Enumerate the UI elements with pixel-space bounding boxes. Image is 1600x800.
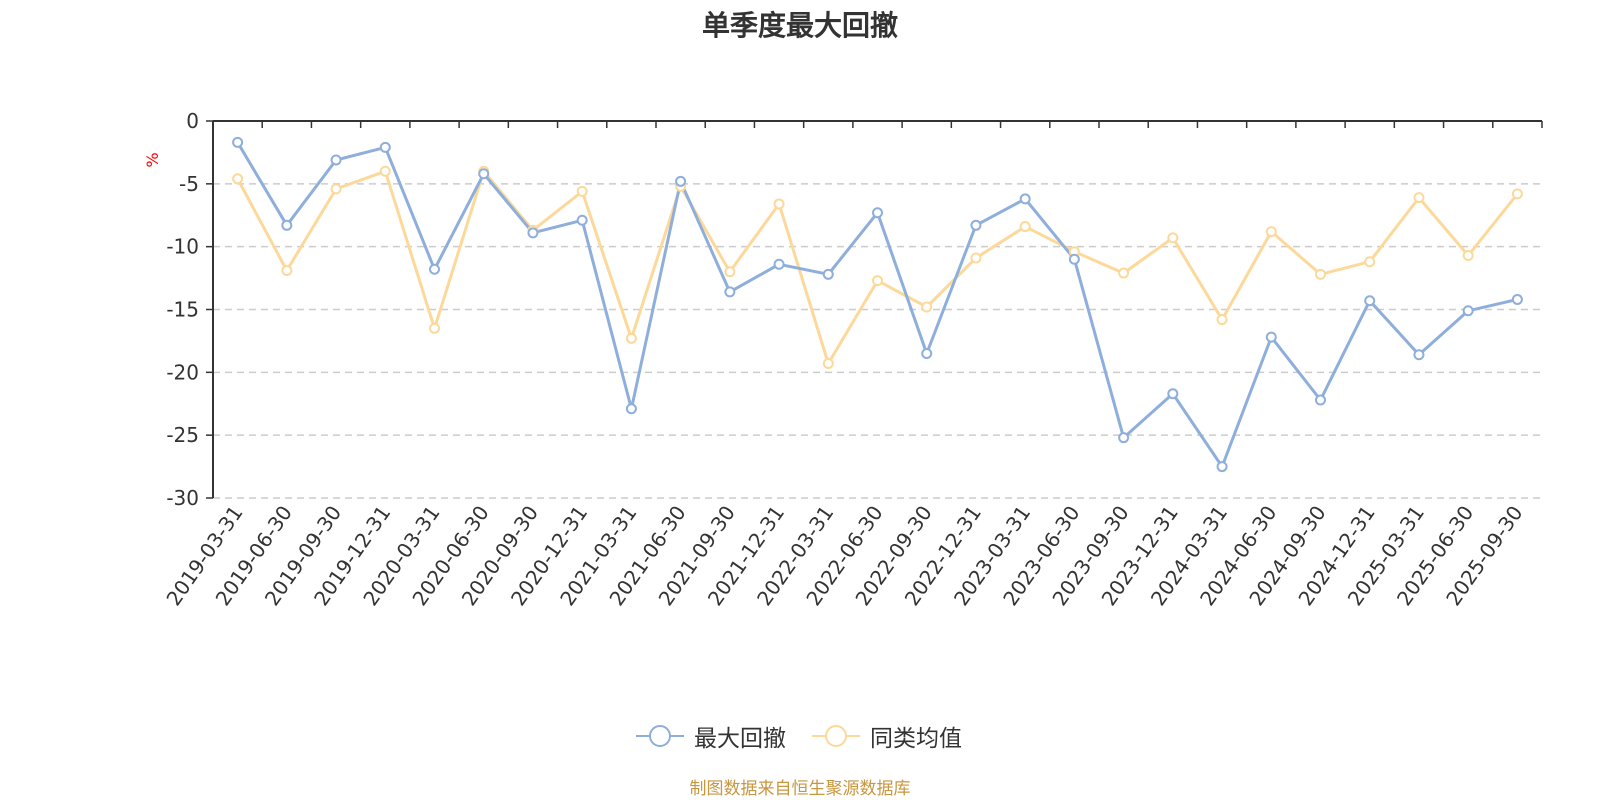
data-point-series-2 xyxy=(822,358,834,370)
y-tick-label: -25 xyxy=(166,423,199,447)
legend-item-series-2[interactable]: 同类均值 xyxy=(812,720,962,752)
y-tick-label: -20 xyxy=(166,360,199,384)
data-point-series-2 xyxy=(1019,221,1031,233)
data-point-series-1 xyxy=(1068,253,1080,265)
data-point-series-1 xyxy=(478,168,490,180)
data-point-series-1 xyxy=(822,268,834,280)
data-point-series-1 xyxy=(1118,432,1130,444)
data-point-series-2 xyxy=(1265,226,1277,238)
data-point-series-2 xyxy=(625,332,637,344)
gridlines xyxy=(213,183,1542,499)
data-point-series-1 xyxy=(1216,461,1228,473)
data-point-series-1 xyxy=(232,136,244,148)
series-line-1 xyxy=(236,141,1518,469)
data-point-series-2 xyxy=(1167,232,1179,244)
legend-series-2-icon xyxy=(812,725,860,747)
data-point-series-2 xyxy=(872,275,883,287)
y-tick-label: -10 xyxy=(166,235,199,259)
data-point-series-1 xyxy=(921,347,933,359)
data-point-series-2 xyxy=(1462,249,1474,261)
data-point-series-1 xyxy=(527,227,539,239)
data-point-series-2 xyxy=(330,183,342,195)
data-point-series-1 xyxy=(379,141,391,153)
data-point-series-2 xyxy=(1413,192,1425,204)
data-point-series-2 xyxy=(724,266,736,278)
data-point-series-2 xyxy=(1118,267,1130,279)
data-point-series-1 xyxy=(1019,193,1031,205)
data-point-series-1 xyxy=(1413,349,1425,361)
data-point-series-2 xyxy=(576,185,588,197)
data-point-series-2 xyxy=(232,173,244,185)
legend-series-1-icon xyxy=(636,725,684,747)
data-point-series-1 xyxy=(1364,295,1376,307)
legend-item-series-1[interactable]: 最大回撤 xyxy=(636,720,786,752)
data-point-series-2 xyxy=(970,252,982,264)
data-point-series-1 xyxy=(970,219,982,231)
data-point-series-1 xyxy=(429,263,440,275)
data-point-series-2 xyxy=(1216,314,1228,326)
data-point-series-1 xyxy=(724,286,736,298)
data-point-series-2 xyxy=(281,265,293,277)
series-points xyxy=(232,136,1523,473)
data-point-series-1 xyxy=(1315,394,1326,406)
y-axis-unit: % xyxy=(143,152,162,167)
data-point-series-1 xyxy=(1265,331,1277,343)
data-point-series-2 xyxy=(379,165,391,177)
y-tick-label: -5 xyxy=(179,172,199,196)
data-point-series-1 xyxy=(576,214,588,226)
axes xyxy=(206,120,1543,499)
data-point-series-1 xyxy=(1462,305,1474,317)
data-point-series-1 xyxy=(773,258,785,270)
legend-series-2-label: 同类均值 xyxy=(870,726,962,752)
legend-series-1-label: 最大回撤 xyxy=(694,726,786,752)
y-tick-label: -30 xyxy=(166,486,199,510)
data-point-series-1 xyxy=(625,403,637,415)
data-point-series-1 xyxy=(330,154,342,166)
series-lines xyxy=(236,141,1519,469)
data-point-series-1 xyxy=(1167,388,1179,400)
data-point-series-1 xyxy=(1511,293,1523,305)
data-point-series-2 xyxy=(429,322,440,334)
chart-title: 单季度最大回撤 xyxy=(701,9,898,42)
data-point-series-1 xyxy=(872,207,883,219)
y-tick-label: -15 xyxy=(166,298,199,322)
y-tick-label: 0 xyxy=(186,109,199,133)
data-point-series-1 xyxy=(675,175,687,187)
line-chart: 0-5-10-15-20-25-302019-03-312019-06-3020… xyxy=(143,109,1543,610)
data-point-series-2 xyxy=(921,301,933,313)
data-point-series-1 xyxy=(281,219,293,231)
data-point-series-2 xyxy=(1315,268,1326,280)
source-note: 制图数据来自恒生聚源数据库 xyxy=(689,779,911,799)
data-point-series-2 xyxy=(1364,256,1376,268)
data-point-series-2 xyxy=(773,198,785,210)
data-point-series-2 xyxy=(1511,188,1523,200)
